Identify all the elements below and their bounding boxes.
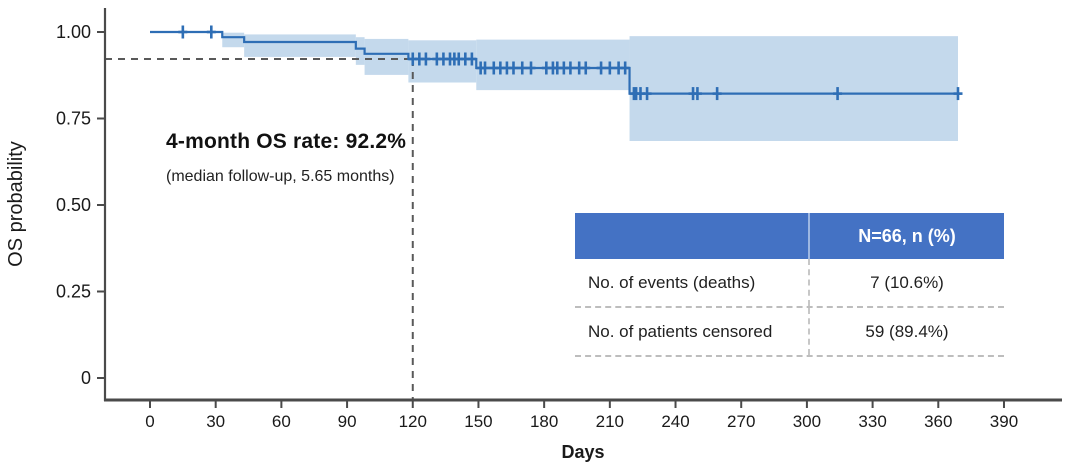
follow-up-text: (median follow-up, 5.65 months): [166, 168, 395, 185]
x-tick-label: 300: [793, 412, 821, 431]
table-header-row: N=66, n (%): [575, 213, 1004, 259]
x-tick-label: 60: [272, 412, 291, 431]
table-cell-value: 59 (89.4%): [808, 308, 1004, 355]
ci-band-segment: [355, 37, 365, 65]
ci-band-segment: [222, 32, 245, 48]
table-cell-value: 7 (10.6%): [808, 259, 1004, 306]
os-rate-text: 4-month OS rate: 92.2%: [166, 130, 407, 153]
table-header-value-cell: N=66, n (%): [808, 213, 1004, 259]
x-tick-label: 180: [530, 412, 558, 431]
x-tick-label: 270: [727, 412, 755, 431]
x-tick-label: 30: [206, 412, 225, 431]
x-axis-title: Days: [561, 442, 604, 462]
summary-table: N=66, n (%) No. of events (deaths) 7 (10…: [575, 213, 1004, 357]
table-cell-label: No. of patients censored: [588, 321, 773, 341]
ci-band-segment: [629, 36, 958, 141]
y-tick-label: 0: [81, 368, 91, 388]
x-tick-label: 90: [338, 412, 357, 431]
os-rate-annotation: 4-month OS rate: 92.2% (median follow-up…: [166, 130, 406, 186]
table-cell-label: No. of events (deaths): [588, 272, 756, 292]
table-row-censored: No. of patients censored 59 (89.4%): [575, 308, 1004, 357]
y-tick-label: 0.50: [56, 195, 91, 215]
ci-band-segment: [364, 38, 409, 75]
x-tick-label: 360: [924, 412, 952, 431]
table-row-events: No. of events (deaths) 7 (10.6%): [575, 259, 1004, 308]
y-tick-label: 1.00: [56, 22, 91, 42]
x-tick-label: 120: [399, 412, 427, 431]
x-tick-label: 0: [145, 412, 154, 431]
ci-band-segment: [244, 34, 356, 57]
x-tick-label: 210: [596, 412, 624, 431]
x-tick-label: 240: [661, 412, 689, 431]
x-tick-label: 150: [464, 412, 492, 431]
x-tick-label: 330: [858, 412, 886, 431]
y-tick-label: 0.75: [56, 109, 91, 129]
y-axis-title: OS probability: [5, 141, 27, 267]
x-tick-label: 390: [990, 412, 1018, 431]
table-header-empty-cell: [575, 213, 808, 259]
y-tick-label: 0.25: [56, 282, 91, 302]
